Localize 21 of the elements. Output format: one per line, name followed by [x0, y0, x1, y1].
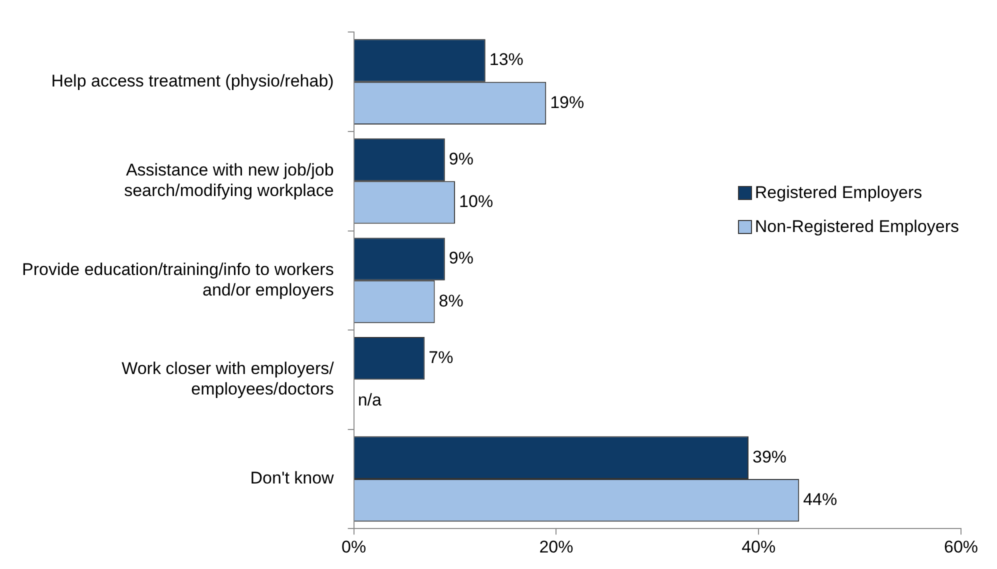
data-label: 39% — [752, 447, 787, 466]
text: n/a — [358, 390, 382, 410]
x-tick-label: 0% — [342, 537, 366, 556]
y-tick-label: Help access treatment (physio/rehab) — [51, 72, 334, 91]
data-label: 8% — [438, 291, 464, 310]
y-tick-label: Assistance with new job/job search/modifying workplace — [124, 160, 334, 200]
data-label: 44% — [803, 490, 838, 509]
data-label: 9% — [448, 248, 474, 268]
y-tick-label: Work closer with employers/ employees/doctors — [122, 359, 334, 399]
y-tick-label: Provide education/training/info to workers and/or employers — [22, 260, 334, 300]
x-tick-label: 60% — [944, 537, 978, 556]
legend-label: Registered Employers — [754, 183, 922, 203]
data-label: 10% — [459, 192, 494, 212]
data-label: 13% — [489, 50, 524, 70]
legend-label: Non-Registered Employers — [754, 217, 959, 237]
x-tick-label: 20% — [539, 537, 574, 556]
data-label: 7% — [428, 348, 454, 368]
data-label: 9% — [448, 149, 474, 168]
data-label: 19% — [550, 92, 584, 112]
x-tick-label: 40% — [742, 537, 776, 556]
y-tick-label: Don't know — [250, 468, 335, 488]
